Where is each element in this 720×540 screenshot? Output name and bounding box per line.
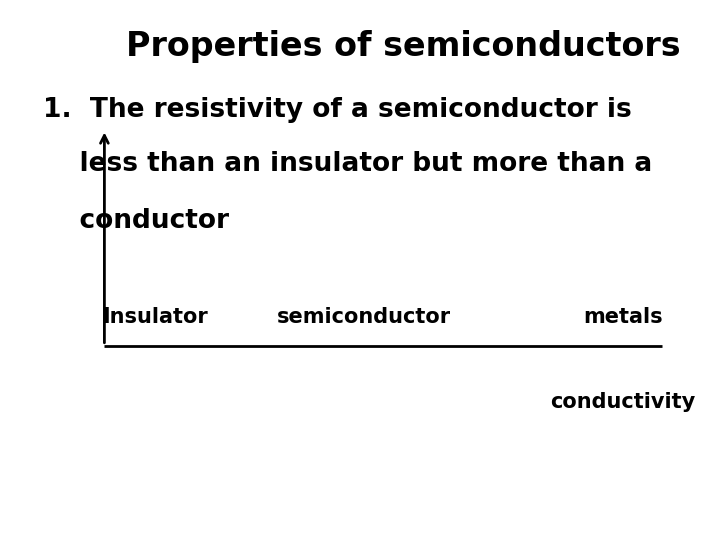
Text: conductor: conductor: [43, 208, 229, 234]
Text: conductivity: conductivity: [550, 392, 696, 411]
Text: Insulator: Insulator: [102, 307, 207, 327]
Text: metals: metals: [583, 307, 662, 327]
Text: less than an insulator but more than a: less than an insulator but more than a: [43, 151, 652, 177]
Text: 1.  The resistivity of a semiconductor is: 1. The resistivity of a semiconductor is: [43, 97, 632, 123]
Text: Properties of semiconductors: Properties of semiconductors: [126, 30, 680, 63]
Text: semiconductor: semiconductor: [276, 307, 451, 327]
